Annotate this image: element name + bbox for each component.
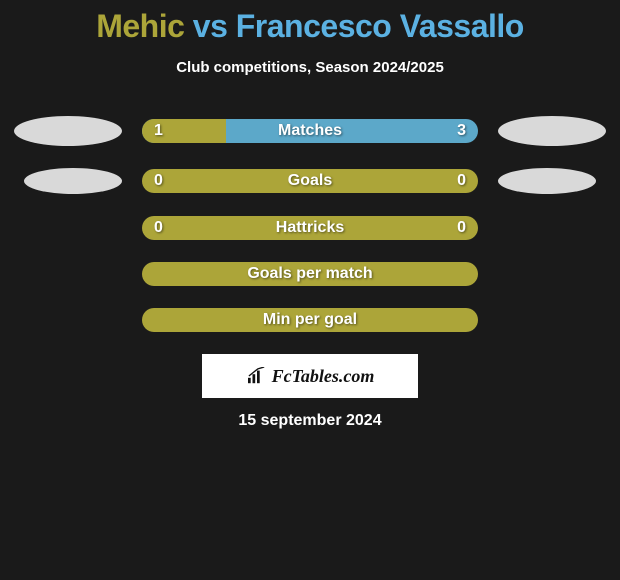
stat-label: Min per goal	[263, 311, 357, 329]
comparison-card: Mehic vs Francesco Vassallo Club competi…	[0, 0, 620, 430]
stat-bar: 1 Matches 3	[142, 119, 478, 143]
stat-row-matches: 1 Matches 3	[0, 116, 620, 146]
stat-label: Hattricks	[276, 219, 344, 237]
stat-value-left: 0	[154, 219, 163, 237]
date: 15 september 2024	[0, 412, 620, 430]
watermark: FcTables.com	[246, 366, 375, 387]
page-title: Mehic vs Francesco Vassallo	[0, 8, 620, 45]
stat-value-right: 3	[457, 122, 466, 140]
player1-photo-placeholder	[24, 168, 122, 194]
stat-label: Matches	[278, 122, 342, 140]
stat-label: Goals per match	[247, 265, 372, 283]
title-separator: vs	[184, 8, 235, 44]
stat-bar: 0 Hattricks 0	[142, 216, 478, 240]
stat-row-goals-per-match: Goals per match	[0, 262, 620, 286]
chart-icon	[246, 367, 268, 385]
stat-bar: Min per goal	[142, 308, 478, 332]
watermark-box: FcTables.com	[202, 354, 418, 398]
subtitle: Club competitions, Season 2024/2025	[0, 59, 620, 76]
player1-photo-placeholder	[14, 116, 122, 146]
player1-name: Mehic	[96, 8, 184, 44]
stat-value-right: 0	[457, 172, 466, 190]
watermark-text: FcTables.com	[272, 366, 375, 387]
stat-value-right: 0	[457, 219, 466, 237]
player2-photo-placeholder	[498, 116, 606, 146]
stat-value-left: 1	[154, 122, 163, 140]
player2-photo-placeholder	[498, 168, 596, 194]
stat-label: Goals	[288, 172, 332, 190]
stat-row-goals: 0 Goals 0	[0, 168, 620, 194]
stat-row-hattricks: 0 Hattricks 0	[0, 216, 620, 240]
stat-bar: Goals per match	[142, 262, 478, 286]
stat-bar: 0 Goals 0	[142, 169, 478, 193]
stat-row-min-per-goal: Min per goal	[0, 308, 620, 332]
player2-name: Francesco Vassallo	[236, 8, 524, 44]
stat-value-left: 0	[154, 172, 163, 190]
